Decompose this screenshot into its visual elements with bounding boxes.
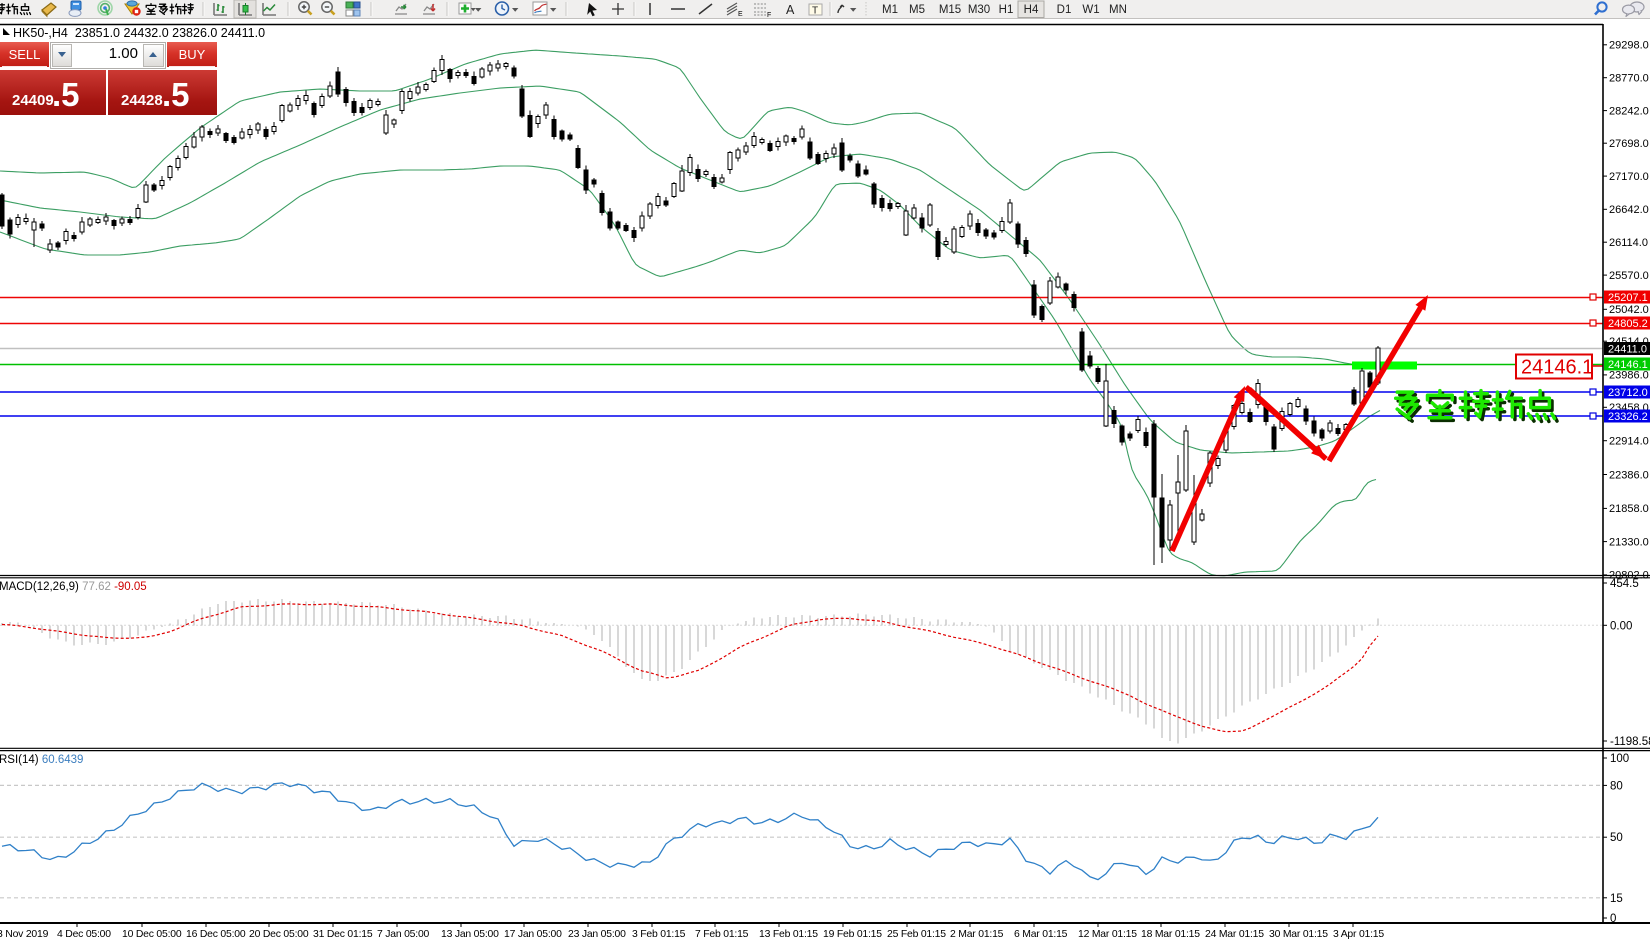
svg-text:25042.0: 25042.0 xyxy=(1609,304,1649,316)
svg-text:M30: M30 xyxy=(968,4,990,16)
svg-text:2 Mar 01:15: 2 Mar 01:15 xyxy=(950,929,1004,940)
svg-text:24146.1: 24146.1 xyxy=(1608,359,1648,371)
svg-text:454.5: 454.5 xyxy=(1610,578,1639,590)
svg-text:20 Dec 05:00: 20 Dec 05:00 xyxy=(249,929,309,940)
svg-text:22386.0: 22386.0 xyxy=(1609,469,1649,481)
svg-text:H4: H4 xyxy=(1024,4,1039,16)
svg-text:29298.0: 29298.0 xyxy=(1609,40,1649,52)
svg-text:10 Dec 05:00: 10 Dec 05:00 xyxy=(122,929,182,940)
svg-text:MACD(12,26,9) 77.62 -90.05: MACD(12,26,9) 77.62 -90.05 xyxy=(0,581,147,593)
svg-text:28242.0: 28242.0 xyxy=(1609,105,1649,117)
svg-text:24146.1: 24146.1 xyxy=(1521,357,1593,379)
svg-text:17 Jan 05:00: 17 Jan 05:00 xyxy=(504,929,562,940)
svg-text:28770.0: 28770.0 xyxy=(1609,73,1649,85)
svg-text:3 Apr 01:15: 3 Apr 01:15 xyxy=(1333,929,1384,940)
svg-text:4 Dec 05:00: 4 Dec 05:00 xyxy=(57,929,111,940)
svg-text:26642.0: 26642.0 xyxy=(1609,204,1649,216)
svg-text:T: T xyxy=(812,6,818,17)
svg-text:50: 50 xyxy=(1610,832,1623,844)
svg-text:A: A xyxy=(786,3,795,17)
svg-text:E: E xyxy=(738,11,743,18)
svg-text:7 Jan 05:00: 7 Jan 05:00 xyxy=(377,929,430,940)
svg-text:19 Feb 01:15: 19 Feb 01:15 xyxy=(823,929,882,940)
svg-text:18 Mar 01:15: 18 Mar 01:15 xyxy=(1141,929,1200,940)
svg-text:23712.0: 23712.0 xyxy=(1608,387,1648,399)
svg-text:16 Dec 05:00: 16 Dec 05:00 xyxy=(186,929,246,940)
svg-text:M1: M1 xyxy=(882,4,898,16)
svg-text:M15: M15 xyxy=(939,4,961,16)
svg-text:23 Jan 05:00: 23 Jan 05:00 xyxy=(568,929,626,940)
svg-text:W1: W1 xyxy=(1082,4,1099,16)
svg-text:-1198.58: -1198.58 xyxy=(1610,736,1650,748)
svg-text:13 Feb 01:15: 13 Feb 01:15 xyxy=(759,929,818,940)
svg-text:80: 80 xyxy=(1610,780,1623,792)
svg-text:3 Feb 01:15: 3 Feb 01:15 xyxy=(632,929,686,940)
svg-text:24411.0: 24411.0 xyxy=(1608,344,1647,356)
svg-text:0.00: 0.00 xyxy=(1610,620,1632,632)
svg-text:12 Mar 01:15: 12 Mar 01:15 xyxy=(1078,929,1137,940)
svg-text:24 Mar 01:15: 24 Mar 01:15 xyxy=(1205,929,1264,940)
svg-text:13 Jan 05:00: 13 Jan 05:00 xyxy=(441,929,499,940)
svg-text:D1: D1 xyxy=(1057,4,1072,16)
svg-text:30 Mar 01:15: 30 Mar 01:15 xyxy=(1269,929,1328,940)
svg-text:26114.0: 26114.0 xyxy=(1609,237,1648,249)
svg-text:RSI(14) 60.6439: RSI(14) 60.6439 xyxy=(0,754,83,766)
svg-text:27698.0: 27698.0 xyxy=(1609,138,1649,150)
svg-text:25207.1: 25207.1 xyxy=(1608,292,1648,304)
svg-text:HK50-,H4 23851.0 24432.0 2382: HK50-,H4 23851.0 24432.0 23826.0 24411.0 xyxy=(13,26,265,40)
svg-text:25 Feb 01:15: 25 Feb 01:15 xyxy=(887,929,946,940)
svg-text:0: 0 xyxy=(1610,913,1616,925)
svg-text:15: 15 xyxy=(1610,893,1623,905)
svg-text:24805.2: 24805.2 xyxy=(1608,318,1648,330)
svg-text:6 Mar 01:15: 6 Mar 01:15 xyxy=(1014,929,1068,940)
svg-text:22914.0: 22914.0 xyxy=(1609,436,1649,448)
svg-text:23986.0: 23986.0 xyxy=(1609,370,1649,382)
svg-text:F: F xyxy=(767,12,771,19)
svg-text:31 Dec 01:15: 31 Dec 01:15 xyxy=(313,929,373,940)
svg-text:21330.0: 21330.0 xyxy=(1609,536,1649,548)
svg-text:100: 100 xyxy=(1610,753,1629,765)
svg-text:MN: MN xyxy=(1109,4,1127,16)
svg-text:M5: M5 xyxy=(909,4,925,16)
svg-text:3 Nov 2019: 3 Nov 2019 xyxy=(0,929,49,940)
svg-text:7 Feb 01:15: 7 Feb 01:15 xyxy=(695,929,749,940)
svg-text:H1: H1 xyxy=(999,4,1014,16)
svg-text:27170.0: 27170.0 xyxy=(1609,171,1649,183)
svg-text:23326.2: 23326.2 xyxy=(1608,411,1648,423)
svg-text:20802.0: 20802.0 xyxy=(1609,570,1649,582)
svg-text:21858.0: 21858.0 xyxy=(1609,503,1649,515)
svg-text:25570.0: 25570.0 xyxy=(1609,270,1649,282)
